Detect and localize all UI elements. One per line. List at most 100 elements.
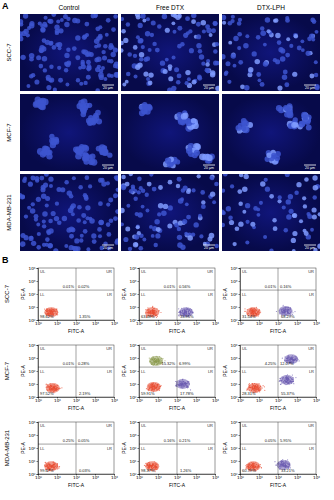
nucleus [198, 49, 203, 54]
nucleus [97, 227, 102, 232]
nucleus [146, 17, 150, 21]
nucleus [56, 187, 61, 192]
nucleus [238, 60, 243, 65]
tick-label: 10³ [294, 321, 301, 326]
nucleus [94, 45, 98, 49]
quadrant-percentage: 0.28% [78, 361, 90, 366]
tick-mark [138, 281, 140, 282]
nucleus [149, 174, 153, 177]
nucleus [151, 234, 155, 238]
nucleus [274, 18, 279, 23]
nucleus [142, 238, 146, 242]
tick: 10¹ [230, 305, 240, 310]
event-dot [178, 308, 179, 309]
nucleus [48, 219, 53, 224]
column-header: DTX-LPH [257, 4, 285, 11]
nucleus [103, 77, 107, 81]
tick: 10² [174, 320, 181, 326]
nucleus [201, 204, 206, 209]
nucleus [95, 67, 100, 72]
tick-label: 10⁰ [136, 321, 143, 326]
nucleus [20, 22, 23, 26]
nucleus [66, 47, 70, 51]
nucleus [108, 45, 113, 50]
nucleus [64, 180, 69, 185]
nucleus [242, 186, 248, 192]
tick-label: 10⁰ [237, 321, 244, 326]
nucleus [47, 19, 51, 23]
nucleus [263, 61, 269, 67]
nucleus [181, 188, 185, 192]
nucleus [224, 71, 228, 75]
nucleus [28, 182, 33, 187]
nucleus [228, 215, 233, 220]
nucleus [55, 28, 60, 33]
nucleus [271, 153, 277, 159]
nucleus [136, 35, 140, 39]
quadrant-label: LL [40, 369, 45, 374]
nucleus [185, 81, 189, 85]
nucleus [146, 77, 150, 81]
nucleus [266, 29, 270, 33]
nucleus [244, 85, 250, 91]
nucleus [272, 218, 276, 222]
tick-label: 10² [73, 321, 80, 326]
tick: 10⁰ [129, 318, 139, 323]
nucleus [263, 235, 267, 239]
nucleus [125, 226, 130, 231]
scale-bar-label: 20 μm [305, 166, 315, 170]
nucleus [177, 26, 182, 31]
nucleus [136, 225, 140, 229]
quadrant-percentage: 35.95% [180, 314, 194, 319]
tick-mark [37, 384, 39, 385]
nucleus [80, 107, 87, 114]
quadrant-percentage: 0.01% [164, 284, 176, 289]
nucleus [39, 48, 44, 53]
nucleus [48, 228, 54, 234]
nucleus [147, 105, 153, 111]
nucleus [45, 237, 50, 242]
nucleus [151, 21, 156, 26]
nucleus [222, 223, 225, 227]
nucleus [58, 78, 63, 83]
tick-label: 10⁴ [28, 343, 35, 348]
y-axis-title: PE-A [121, 288, 127, 300]
nucleus [53, 88, 57, 91]
y-axis-title: PE-A [222, 288, 228, 300]
nucleus [141, 205, 145, 209]
nucleus [299, 219, 303, 223]
nucleus [176, 184, 180, 188]
tick-mark [239, 294, 241, 295]
quadrant-label: LR [107, 292, 112, 297]
tick: 10¹ [28, 382, 38, 387]
nucleus [213, 21, 218, 26]
quadrant-label: UR [106, 346, 112, 351]
nucleus [94, 38, 100, 44]
y-axis-title: PE-A [20, 288, 26, 300]
nucleus [138, 23, 143, 28]
event-dot [46, 384, 47, 385]
nucleus [34, 218, 38, 222]
nucleus [222, 54, 226, 59]
nucleus [106, 232, 111, 237]
nucleus [225, 61, 230, 66]
plot-frame [38, 268, 114, 320]
tick: 10⁴ [111, 320, 118, 326]
nucleus [43, 68, 47, 72]
scale-bar-label: 20 μm [204, 246, 214, 250]
nucleus [55, 202, 59, 206]
flow-plot: 10⁰10¹10²10³10⁴10⁰10¹10²10³10⁴FITC-APE-A… [20, 266, 118, 334]
tick: 10¹ [54, 397, 61, 403]
nucleus [48, 243, 53, 248]
nucleus [81, 64, 86, 69]
nucleus [313, 185, 318, 190]
nucleus [294, 34, 298, 38]
nucleus [303, 204, 307, 208]
nucleus [77, 205, 82, 210]
nucleus [49, 134, 54, 139]
nucleus [172, 56, 176, 60]
nucleus [42, 211, 48, 217]
tick-label: 10² [174, 321, 181, 326]
nucleus [312, 207, 317, 212]
tick: 10⁴ [212, 320, 219, 326]
